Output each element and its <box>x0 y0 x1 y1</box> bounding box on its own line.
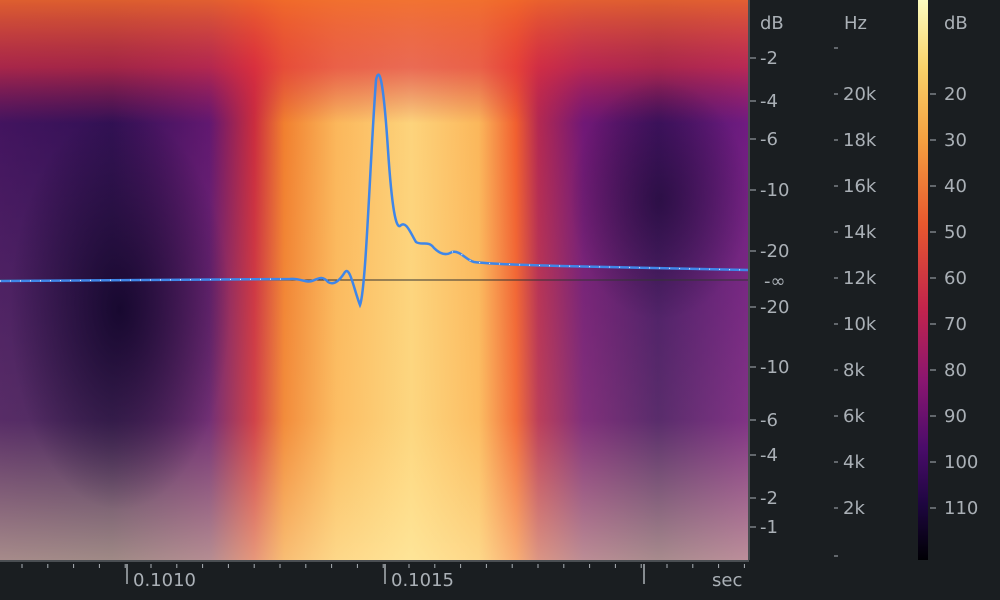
waveform-db-label: -20 <box>760 241 789 262</box>
frequency-label: 2k <box>843 498 865 519</box>
time-label: 0.1010 <box>133 570 196 591</box>
waveform-db-label: -10 <box>760 357 789 378</box>
spectrogram-plot[interactable] <box>0 0 750 560</box>
frequency-unit: Hz <box>844 13 867 34</box>
frequency-label: 4k <box>843 452 865 473</box>
waveform-db-axis: dB -2 -4 -6 -10 -20 -∞ -20 -10 -6 -4 -2 -1 <box>750 13 789 538</box>
frequency-label: 8k <box>843 360 865 381</box>
frequency-label: 16k <box>843 176 877 197</box>
waveform-db-label: -1 <box>760 517 778 538</box>
time-axis: 0.1010 0.1015 sec <box>21 564 745 591</box>
waveform-db-center: -∞ <box>764 271 786 292</box>
colorbar: dB 20 30 40 50 60 70 80 90 100 110 <box>918 0 978 560</box>
colorbar-label: 100 <box>944 452 978 473</box>
colorbar-label: 110 <box>944 498 978 519</box>
waveform-db-label: -2 <box>760 488 778 509</box>
colorbar-label: 90 <box>944 406 967 427</box>
waveform-db-label: -4 <box>760 91 778 112</box>
colorbar-label: 20 <box>944 84 967 105</box>
time-label: 0.1015 <box>391 570 454 591</box>
waveform-sample-dots <box>0 251 748 282</box>
frequency-label: 6k <box>843 406 865 427</box>
frequency-axis: Hz 20k 18k 16k 14k 12k 10k 8k 6k 4k 2k <box>834 13 877 557</box>
waveform-db-label: -10 <box>760 180 789 201</box>
colorbar-gradient <box>918 0 928 560</box>
frequency-label: 20k <box>843 84 877 105</box>
frequency-label: 14k <box>843 222 877 243</box>
colorbar-unit: dB <box>944 13 968 34</box>
waveform-db-label: -4 <box>760 445 778 466</box>
waveform-db-label: -6 <box>760 410 778 431</box>
frequency-label: 10k <box>843 314 877 335</box>
waveform-db-label: -20 <box>760 297 789 318</box>
waveform-db-label: -2 <box>760 48 778 69</box>
colorbar-label: 60 <box>944 268 967 289</box>
frequency-label: 18k <box>843 130 877 151</box>
colorbar-label: 70 <box>944 314 967 335</box>
time-unit: sec <box>712 570 742 591</box>
waveform-db-unit: dB <box>760 13 784 34</box>
colorbar-label: 40 <box>944 176 967 197</box>
frequency-label: 12k <box>843 268 877 289</box>
colorbar-label: 80 <box>944 360 967 381</box>
waveform-db-label: -6 <box>760 129 778 150</box>
colorbar-label: 30 <box>944 130 967 151</box>
colorbar-label: 50 <box>944 222 967 243</box>
